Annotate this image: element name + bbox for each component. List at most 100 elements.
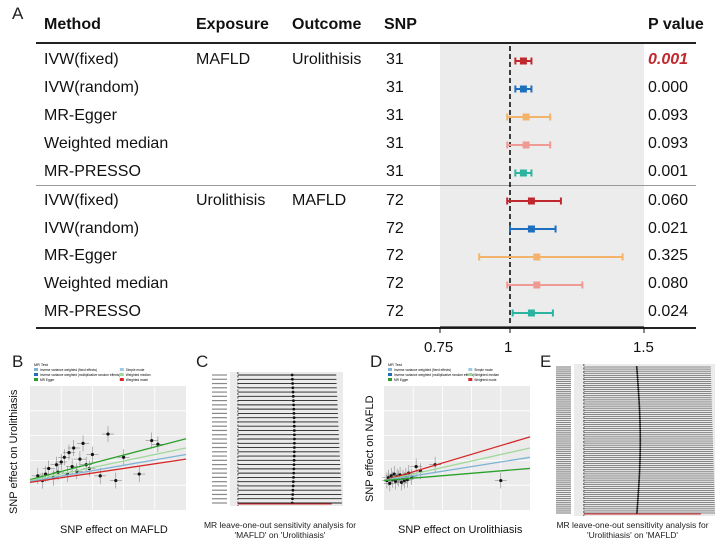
ci-1-3-point bbox=[522, 113, 530, 121]
scatter-d-legend-title: MR Test bbox=[388, 363, 403, 367]
loo-e-snp-label-1 bbox=[556, 368, 571, 370]
row5-snp: 31 bbox=[386, 163, 404, 180]
loo-e-point-2 bbox=[636, 370, 639, 373]
loo-e-snp-label-0 bbox=[556, 366, 571, 368]
ci-1-1-point bbox=[519, 57, 527, 65]
loo-e-snp-label-43 bbox=[556, 454, 571, 457]
scatter-b-point-25 bbox=[156, 442, 160, 446]
loo-c-snp-label-27 bbox=[212, 489, 227, 491]
loo-e-point-41 bbox=[639, 450, 642, 453]
loo-e-snp-label-47 bbox=[556, 463, 571, 465]
loo-e-snp-label-62 bbox=[556, 493, 571, 496]
row8-method: MR-Egger bbox=[44, 247, 117, 264]
loo-e-snp-label-45 bbox=[556, 458, 571, 461]
loo-e-snp-label-22 bbox=[556, 411, 571, 413]
loo-e-point-24 bbox=[638, 415, 641, 418]
scatter-d-legend-label-1: Inverse variance weighted (multiplicativ… bbox=[394, 373, 474, 377]
row1-pvalue: 0.001 bbox=[648, 51, 689, 68]
loo-e-snp-label-27 bbox=[556, 421, 571, 424]
ci-2-1-point bbox=[527, 197, 535, 205]
loo-c-point-26 bbox=[291, 484, 295, 488]
loo-c-title: MR leave-one-out sensitivity analysis fo… bbox=[190, 520, 370, 540]
loo-e-snp-label-52 bbox=[556, 473, 571, 475]
loo-c-snp-label-28 bbox=[212, 493, 227, 496]
loo-c-point-11 bbox=[292, 420, 296, 424]
loo-e-snp-label-54 bbox=[556, 477, 571, 479]
loo-c-snp-label-25 bbox=[212, 481, 227, 483]
loo-e-snp-label-39 bbox=[556, 446, 571, 448]
row6-method: IVW(fixed) bbox=[44, 192, 119, 209]
loo-e-point-69 bbox=[636, 507, 639, 510]
loo-c-title-line2: 'MAFLD' on 'Urolithiasis' bbox=[234, 530, 326, 540]
loo-e-snp-label-46 bbox=[556, 460, 571, 463]
loo-e-snp-label-34 bbox=[556, 436, 571, 438]
loo-e-snp-label-6 bbox=[556, 378, 571, 380]
loo-c-point-9 bbox=[292, 412, 296, 415]
loo-c-point-8 bbox=[292, 407, 296, 411]
row8-pvalue: 0.325 bbox=[648, 247, 689, 264]
loo-c-point-27 bbox=[291, 488, 295, 492]
loo-e-point-13 bbox=[637, 392, 640, 395]
loo-c-point-19 bbox=[292, 454, 296, 458]
loo-e-snp-label-2 bbox=[556, 370, 571, 372]
scatter-d-legend-swatch-1 bbox=[388, 373, 392, 376]
loo-e-point-59 bbox=[637, 487, 640, 490]
loo-e-point-35 bbox=[639, 437, 642, 440]
loo-e-point-16 bbox=[638, 398, 641, 401]
loo-c-point-17 bbox=[292, 446, 296, 449]
loo-e-point-14 bbox=[637, 394, 640, 397]
loo-c-snp-label-1 bbox=[212, 378, 227, 380]
scatter-d-point-17 bbox=[414, 465, 418, 469]
loo-e-snp-label-57 bbox=[556, 483, 571, 485]
row3-snp: 31 bbox=[386, 107, 404, 124]
loo-e-point-38 bbox=[639, 444, 642, 447]
loo-e-point-20 bbox=[638, 407, 641, 410]
ci-2-3-point bbox=[533, 253, 541, 261]
loo-e-snp-label-13 bbox=[556, 393, 571, 395]
loo-e-point-40 bbox=[639, 448, 642, 451]
scatter-b-point-3 bbox=[47, 466, 51, 471]
loo-e-point-68 bbox=[636, 505, 639, 508]
loo-e-point-54 bbox=[638, 477, 641, 480]
loo-c-point-22 bbox=[292, 467, 296, 471]
loo-c-snp-label-26 bbox=[212, 485, 227, 487]
row8-snp: 72 bbox=[386, 247, 404, 264]
loo-c-snp-label-21 bbox=[212, 464, 227, 466]
row7-method: IVW(random) bbox=[44, 220, 140, 237]
loo-c-snp-label-12 bbox=[212, 425, 227, 427]
loo-e-point-8 bbox=[636, 382, 639, 385]
loo-c-point-20 bbox=[292, 458, 296, 462]
loo-e-title: MR leave-one-out sensitivity analysis fo… bbox=[545, 520, 720, 540]
scatter-d-legend-label-3: Simple mode bbox=[474, 368, 493, 372]
loo-c-point-7 bbox=[292, 403, 296, 407]
scatter-d-line-2 bbox=[383, 456, 531, 482]
loo-c-point-25 bbox=[291, 480, 295, 484]
scatter-b-point-19 bbox=[98, 474, 102, 478]
loo-e-point-44 bbox=[639, 456, 642, 459]
row1-outcome: Urolithisis bbox=[292, 51, 362, 68]
loo-c-snp-label-30 bbox=[212, 502, 227, 504]
loo-c-snp-label-19 bbox=[212, 455, 227, 457]
ci-1-2-point bbox=[519, 85, 527, 93]
row2-snp: 31 bbox=[386, 79, 404, 96]
loo-e-snp-label-37 bbox=[556, 442, 571, 444]
loo-e-point-61 bbox=[637, 491, 640, 494]
scatter-b-point-14 bbox=[78, 457, 82, 461]
scatter-b-line-3 bbox=[29, 458, 187, 484]
loo-c-point-28 bbox=[291, 493, 295, 496]
row2-method: IVW(random) bbox=[44, 79, 140, 96]
scatter-b-line-0 bbox=[29, 438, 187, 481]
loo-e-snp-label-8 bbox=[556, 382, 571, 385]
scatter-d-point-20 bbox=[499, 478, 503, 483]
loo-e-point-19 bbox=[638, 405, 641, 408]
loo-c-point-16 bbox=[293, 441, 296, 445]
loo-e-snp-label-26 bbox=[556, 419, 571, 422]
loo-e-point-43 bbox=[639, 454, 642, 457]
scatter-b-legend-swatch-1 bbox=[34, 373, 38, 376]
loo-e-plot-area bbox=[574, 364, 715, 516]
loo-e-snp-label-36 bbox=[556, 440, 571, 442]
loo-c-point-3 bbox=[291, 386, 295, 390]
loo-e-snp-label-71 bbox=[556, 512, 571, 514]
forest-xtick-1: 1 bbox=[504, 339, 513, 356]
